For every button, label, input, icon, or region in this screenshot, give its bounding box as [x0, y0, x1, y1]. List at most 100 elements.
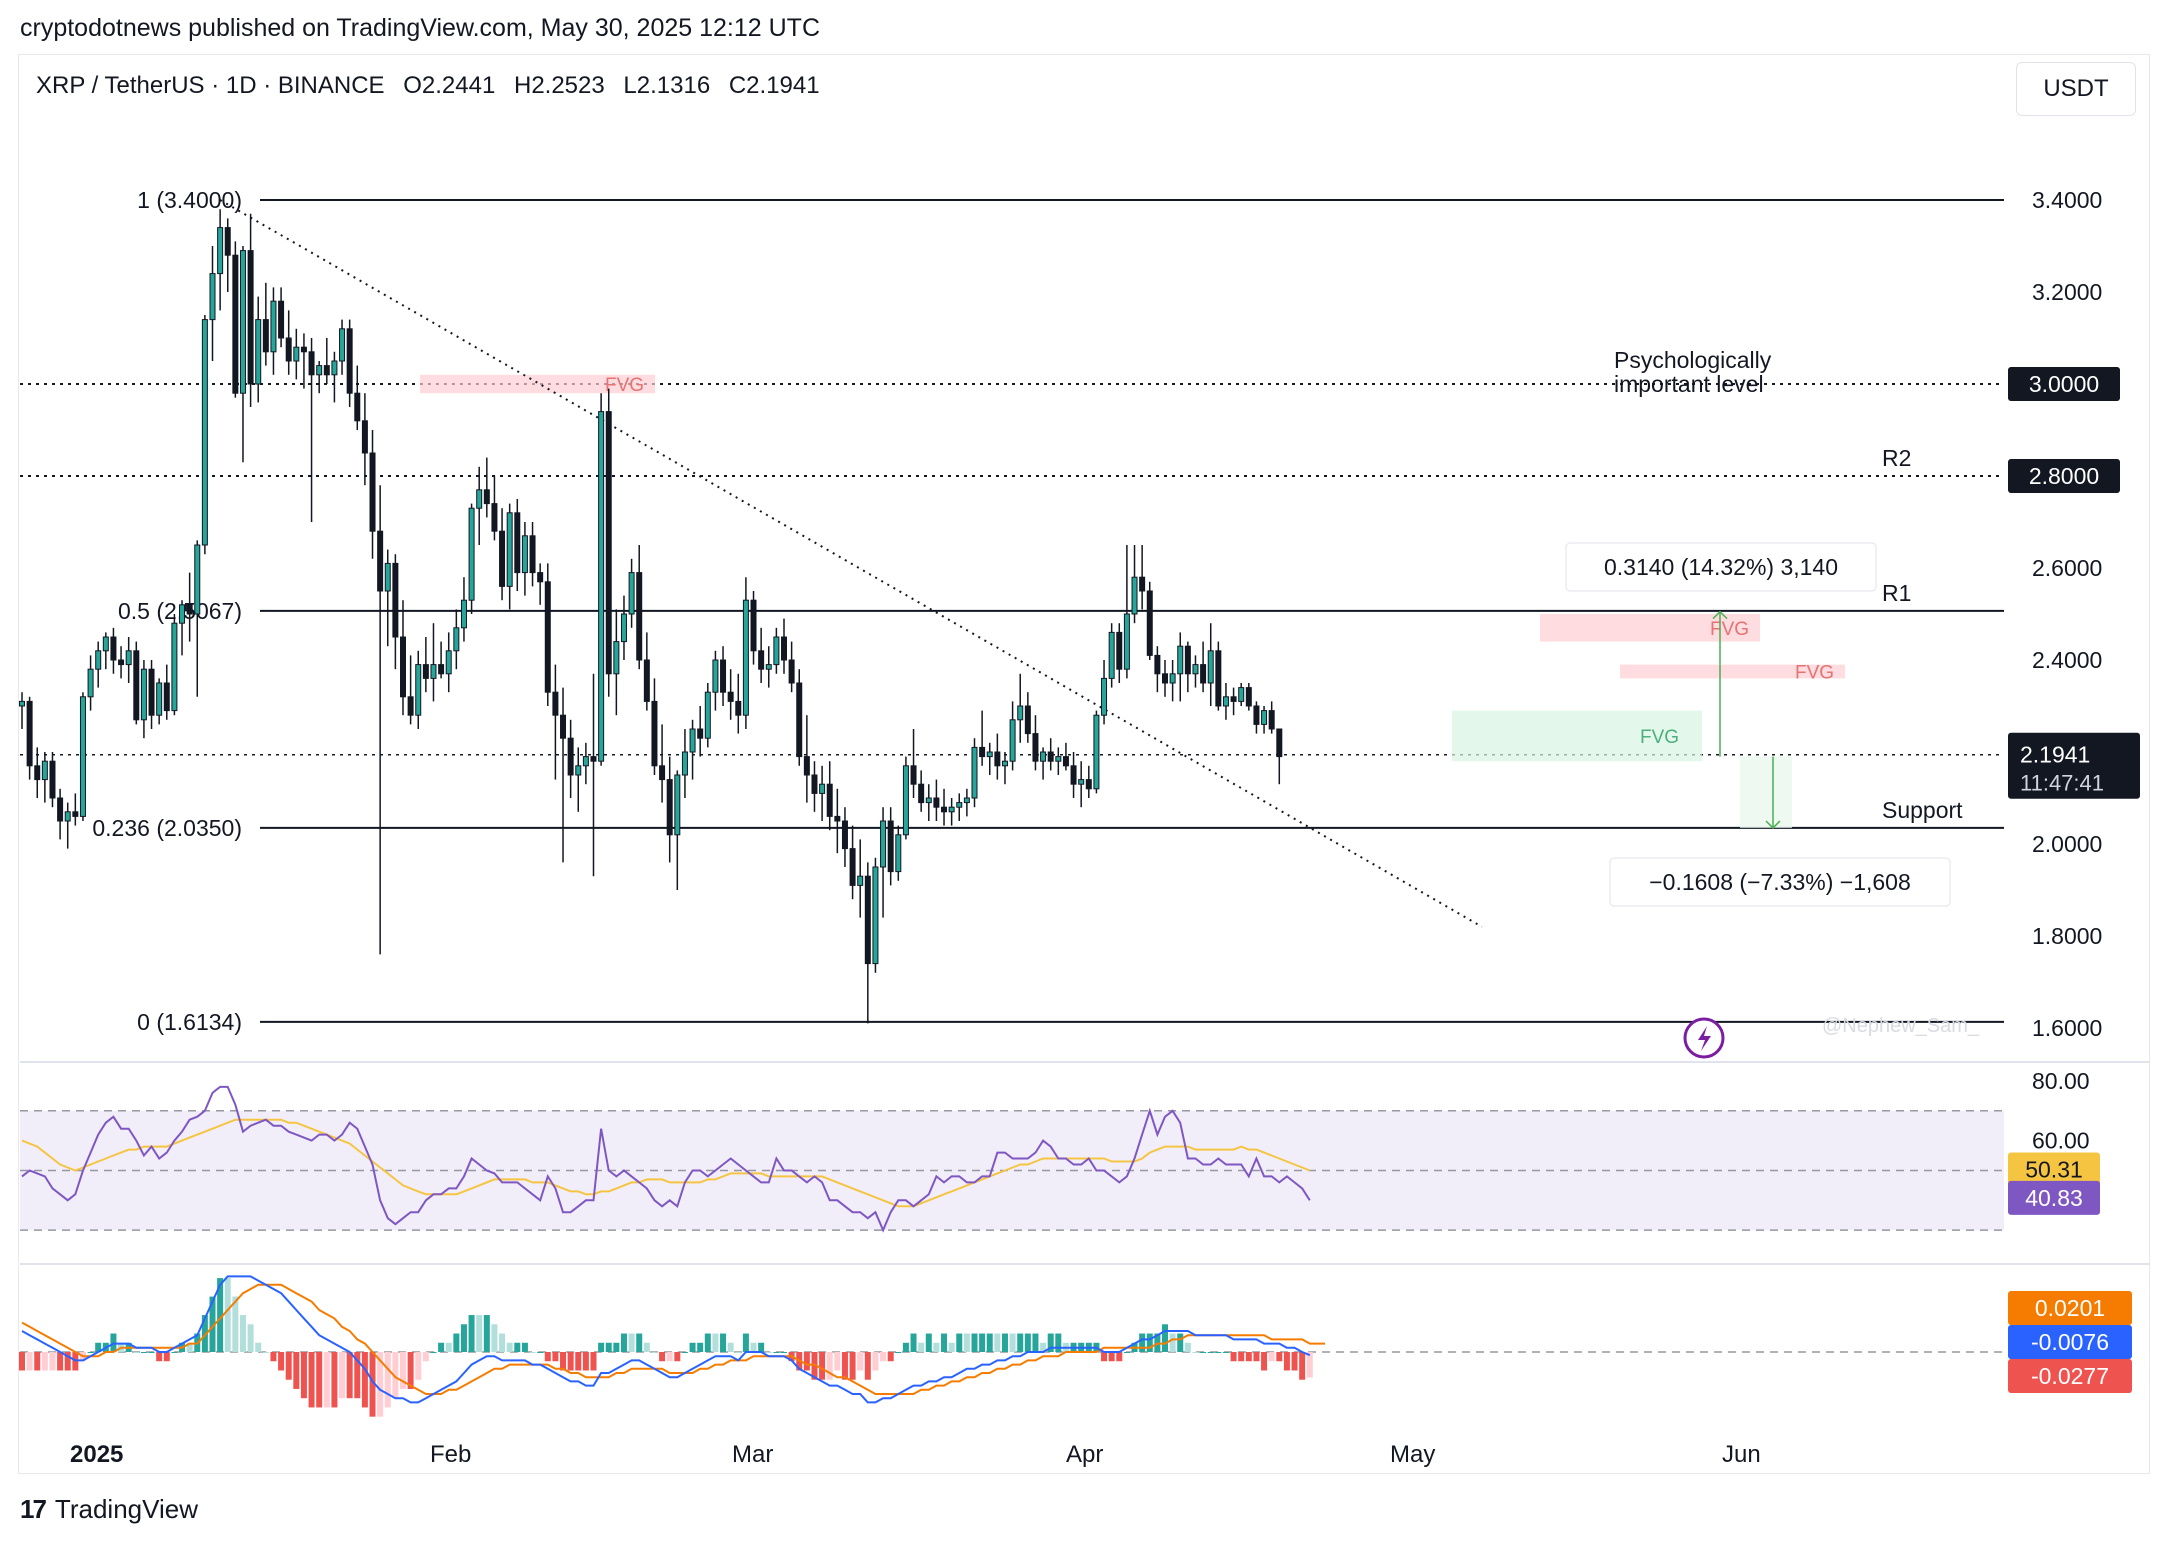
- macd-hist-value-badge: [2008, 1359, 2132, 1393]
- candle-body: [377, 530, 384, 592]
- macd-histogram-bar: [773, 1352, 780, 1353]
- candle-body: [407, 696, 414, 716]
- level-badge: [2008, 367, 2120, 401]
- candle-body: [460, 599, 467, 629]
- macd-histogram-bar: [293, 1352, 300, 1389]
- macd-histogram-bar: [217, 1278, 224, 1352]
- ohlc-open: O2.2441: [403, 72, 496, 99]
- fvg-zone: [1620, 664, 1845, 679]
- candle-body: [506, 512, 513, 587]
- rsi-tick-label: 60.00: [2032, 1128, 2090, 1154]
- candle-body: [1154, 654, 1161, 675]
- macd-histogram-bar: [880, 1352, 887, 1362]
- macd-histogram-bar: [834, 1352, 841, 1371]
- axes: 3.4000 3.2000 2.6000 2.4000 2.0000 1.8000 1.60…: [20, 187, 2150, 1468]
- measure-up-label: 0.3140 (14.32%) 3,140: [1604, 554, 1838, 580]
- macd-histogram-bar: [430, 1352, 437, 1353]
- fib-level-label: 0.236 (2.0350): [92, 815, 242, 841]
- macd-histogram-bar: [956, 1333, 963, 1352]
- macd-histogram-bar: [156, 1352, 163, 1362]
- macd-histogram-bar: [407, 1352, 414, 1389]
- macd-histogram-bar: [476, 1315, 483, 1352]
- macd-histogram-bar: [1222, 1352, 1229, 1353]
- macd-histogram-bar: [19, 1352, 25, 1371]
- rsi-ma-line: [21, 1118, 1311, 1208]
- macd-histogram-bar: [49, 1352, 56, 1371]
- macd-histogram-bar: [803, 1352, 810, 1371]
- candle-body: [1047, 751, 1054, 762]
- candle-body: [598, 411, 605, 762]
- candle-body: [270, 300, 277, 353]
- candle-body: [537, 572, 544, 583]
- currency-selector[interactable]: USDT: [2016, 62, 2136, 116]
- macd-histogram-bar: [140, 1352, 147, 1353]
- tradingview-logo-icon: 17: [20, 1494, 47, 1524]
- macd-histogram-bar: [697, 1342, 704, 1352]
- macd-histogram-bar: [895, 1352, 902, 1353]
- macd-histogram-bar: [201, 1315, 208, 1352]
- macd-value: -0.0076: [2031, 1329, 2109, 1355]
- candle-body: [834, 815, 841, 822]
- candle-body: [1070, 765, 1077, 785]
- candle-body: [1001, 760, 1008, 767]
- candle-body: [1169, 673, 1176, 684]
- candle-body: [712, 659, 719, 693]
- macd-histogram-bar: [445, 1342, 452, 1352]
- candle-body: [1139, 576, 1146, 592]
- macd-histogram-bar: [933, 1342, 940, 1352]
- candle-body: [910, 765, 917, 785]
- candle-body: [87, 668, 94, 698]
- candle-body: [308, 351, 315, 376]
- macd-histogram-bar: [209, 1296, 216, 1352]
- candle-body: [750, 599, 757, 652]
- measure-down-arrowhead: [1765, 820, 1781, 829]
- candle-body: [560, 714, 567, 739]
- candle-body: [285, 337, 292, 362]
- candle-body: [956, 802, 963, 808]
- macd-histogram-bar: [308, 1352, 315, 1408]
- candle-body: [781, 636, 787, 661]
- macd-histogram-bar: [148, 1352, 155, 1353]
- macd-histogram-bar: [605, 1342, 612, 1352]
- candle-body: [186, 604, 193, 615]
- candle-body: [1222, 696, 1229, 707]
- candle-body: [72, 811, 79, 817]
- candle-body: [567, 737, 574, 776]
- symbol-pair[interactable]: XRP / TetherUS · 1D · BINANCE: [36, 72, 385, 99]
- rsi-ma-value: 50.31: [2025, 1157, 2083, 1183]
- macd-histogram-bar: [224, 1278, 231, 1352]
- candle-body: [148, 668, 155, 716]
- candle-body: [140, 668, 147, 721]
- candle-body: [392, 562, 399, 638]
- candle-body: [1253, 705, 1260, 725]
- candle-body: [1184, 645, 1191, 675]
- macd-histogram-bar: [468, 1315, 475, 1352]
- candle-body: [293, 346, 300, 362]
- candle-body: [468, 507, 475, 601]
- macd-histogram-bar: [674, 1352, 681, 1362]
- rsi-line: [21, 1085, 1311, 1233]
- candle-body: [1009, 719, 1016, 762]
- candle-body: [247, 250, 254, 385]
- fvg-zone: [420, 374, 655, 394]
- measure-down-box: [1609, 857, 1951, 907]
- candle-body: [133, 650, 140, 721]
- x-axis-label: Jun: [1722, 1441, 1761, 1468]
- candle-body: [811, 774, 818, 794]
- macd-hist-value: -0.0277: [2031, 1363, 2109, 1389]
- candle-body: [735, 700, 742, 716]
- watermark: @Nephew_Sam_: [1822, 1015, 1980, 1037]
- macd-histogram-bar: [369, 1352, 376, 1417]
- macd-histogram-bar: [1116, 1352, 1123, 1362]
- measure-down-label: −0.1608 (−7.33%) −1,608: [1649, 869, 1911, 895]
- price-tick-label: 2.0000: [2032, 831, 2102, 857]
- macd-histogram-bar: [514, 1342, 521, 1352]
- candle-body: [57, 797, 64, 822]
- measure-up-arrowhead: [1712, 610, 1728, 620]
- candle-body: [232, 254, 239, 394]
- macd-histogram-bar: [1299, 1352, 1306, 1380]
- candle-body: [1245, 687, 1252, 707]
- tradingview-logo: 17 TradingView: [20, 1494, 198, 1525]
- candle-body: [880, 820, 887, 868]
